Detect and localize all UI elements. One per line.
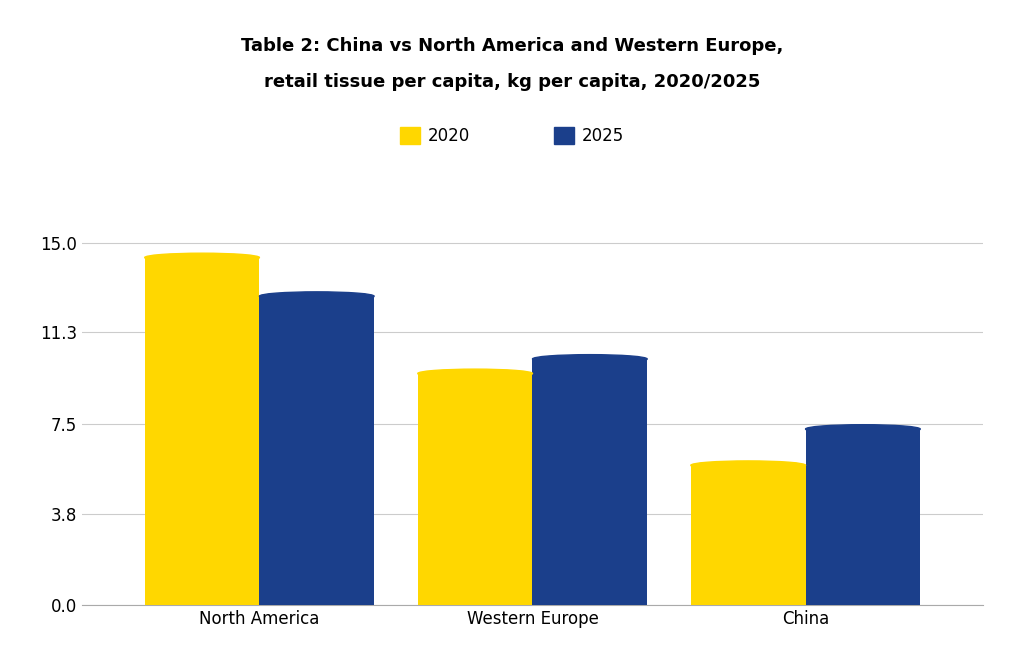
Ellipse shape — [144, 253, 259, 262]
Bar — [691, 465, 806, 605]
Legend: 2020, 2025: 2020, 2025 — [399, 127, 625, 145]
Ellipse shape — [806, 424, 921, 434]
Bar — [532, 359, 647, 605]
Text: Table 2: China vs North America and Western Europe,: Table 2: China vs North America and West… — [241, 37, 783, 55]
Ellipse shape — [691, 461, 806, 470]
Bar — [418, 374, 532, 605]
Bar — [259, 296, 374, 605]
Ellipse shape — [418, 369, 532, 378]
Text: retail tissue per capita, kg per capita, 2020/2025: retail tissue per capita, kg per capita,… — [264, 73, 760, 91]
Bar — [144, 257, 259, 605]
Ellipse shape — [259, 292, 374, 301]
Bar — [806, 429, 921, 605]
Ellipse shape — [532, 355, 647, 363]
